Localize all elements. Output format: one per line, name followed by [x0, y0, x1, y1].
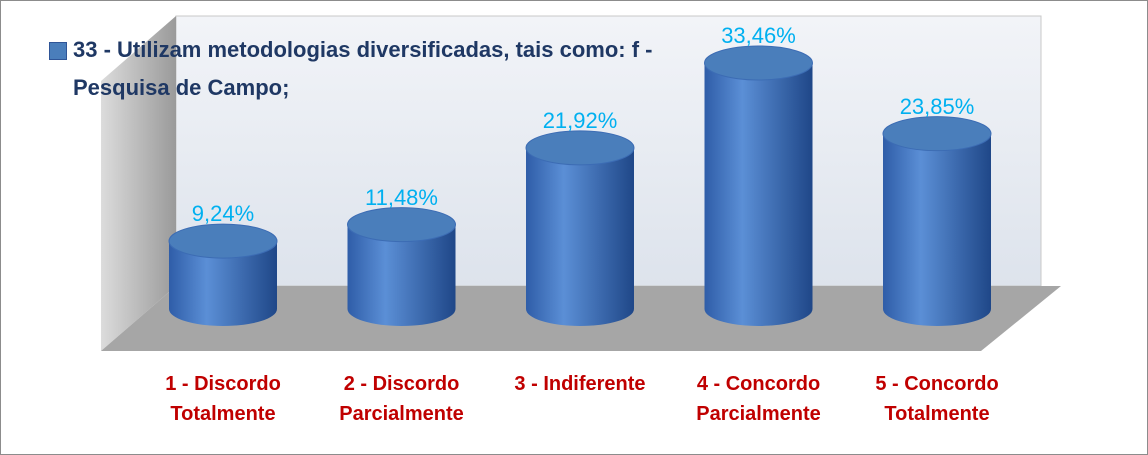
legend-swatch: [49, 42, 67, 60]
cylinder-top: [168, 223, 278, 259]
cylinder-top: [882, 116, 992, 152]
data-label: 9,24%: [191, 201, 255, 227]
cylinder-top: [704, 45, 813, 81]
bar: [347, 207, 456, 326]
cylinder-top: [347, 207, 456, 243]
bar: [168, 223, 278, 326]
cylinder-body: [347, 224, 456, 326]
cylinder-body: [704, 63, 813, 326]
legend-label: 33 - Utilizam metodologias diversificada…: [73, 37, 653, 100]
cylinder-body: [526, 147, 634, 326]
x-tick-label: 5 - Concordo Totalmente: [875, 373, 999, 425]
x-tick-label: 3 - Indiferente: [514, 373, 646, 395]
x-tick-label: 2 - Discordo Parcialmente: [339, 373, 464, 425]
bar: [704, 45, 813, 326]
bar: [525, 130, 635, 326]
data-label: 11,48%: [365, 184, 438, 210]
data-label: 21,92%: [542, 107, 618, 133]
cylinder-top: [525, 130, 635, 166]
data-label: 33,46%: [721, 23, 796, 48]
x-tick-label: 4 - Concordo Parcialmente: [696, 373, 821, 425]
data-label: 23,85%: [899, 93, 975, 119]
x-tick-label: 1 - Discordo Totalmente: [165, 373, 281, 425]
side-wall: [101, 16, 176, 351]
cylinder-body: [169, 241, 277, 326]
bar: [882, 116, 992, 326]
cylinder-body: [883, 133, 991, 326]
